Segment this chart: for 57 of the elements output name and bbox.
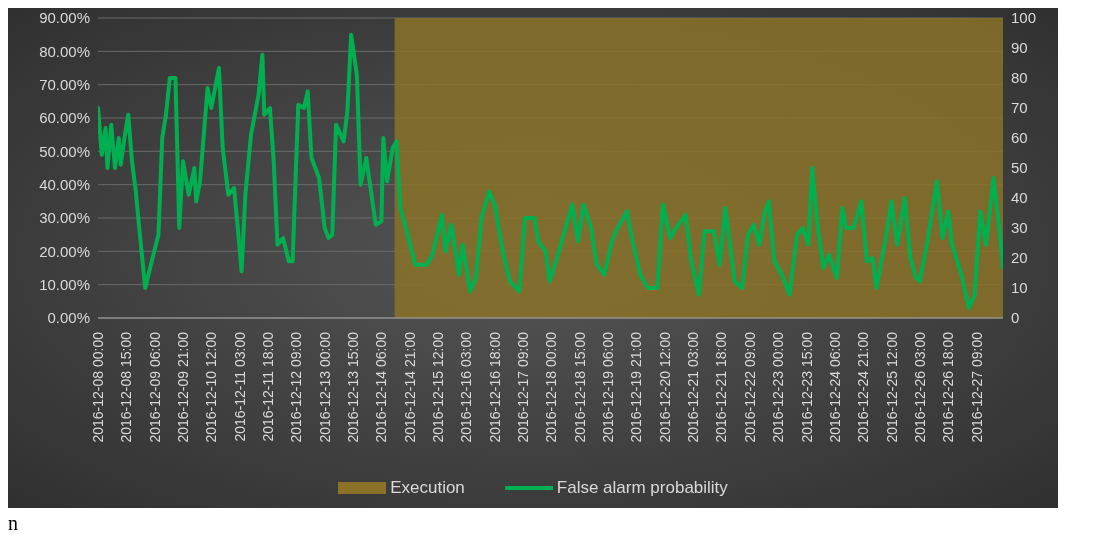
y-tick-label: 70.00% <box>39 75 90 93</box>
y2-tick-label: 40 <box>1011 189 1028 207</box>
x-tick-label: 2016-12-09 21:00 <box>175 331 192 443</box>
x-tick-label: 2016-12-21 18:00 <box>713 331 730 443</box>
legend-label: Execution <box>390 478 465 498</box>
x-tick-label: 2016-12-19 06:00 <box>600 331 617 443</box>
x-tick-label: 2016-12-11 03:00 <box>231 331 248 442</box>
x-tick-label: 2016-12-22 09:00 <box>741 331 758 443</box>
x-tick-label: 2016-12-13 00:00 <box>316 331 333 443</box>
y-tick-label: 20.00% <box>39 242 90 260</box>
x-tick-label: 2016-12-13 15:00 <box>345 331 362 443</box>
y2-tick-label: 10 <box>1011 279 1028 297</box>
x-tick-label: 2016-12-16 03:00 <box>458 331 475 443</box>
y-tick-label: 80.00% <box>39 42 90 60</box>
y-tick-label: 0.00% <box>47 309 90 327</box>
x-tick-label: 2016-12-11 18:00 <box>260 331 277 442</box>
x-tick-label: 2016-12-10 12:00 <box>203 331 220 443</box>
x-tick-label: 2016-12-18 00:00 <box>543 331 560 443</box>
x-tick-label: 2016-12-16 18:00 <box>486 331 503 443</box>
y2-tick-label: 100 <box>1011 9 1037 27</box>
y2-tick-label: 70 <box>1011 99 1028 117</box>
x-tick-label: 2016-12-24 21:00 <box>855 331 872 443</box>
y-tick-label: 10.00% <box>39 275 90 293</box>
x-tick-label: 2016-12-25 12:00 <box>883 331 900 443</box>
x-tick-label: 2016-12-24 06:00 <box>826 331 843 443</box>
x-tick-label: 2016-12-09 06:00 <box>146 331 163 443</box>
y2-tick-label: 20 <box>1011 249 1028 267</box>
x-tick-label: 2016-12-14 06:00 <box>373 331 390 443</box>
x-tick-label: 2016-12-26 03:00 <box>911 331 928 443</box>
x-tick-label: 2016-12-08 00:00 <box>90 331 106 443</box>
y2-tick-label: 60 <box>1011 129 1028 147</box>
y-tick-label: 40.00% <box>39 175 90 193</box>
line-series <box>98 32 1003 310</box>
x-tick-label: 2016-12-12 09:00 <box>288 331 305 443</box>
x-tick-label: 2016-12-18 15:00 <box>571 331 588 443</box>
y2-tick-label: 80 <box>1011 69 1028 87</box>
x-tick-label: 2016-12-14 21:00 <box>401 331 418 443</box>
x-tick-label: 2016-12-19 21:00 <box>628 331 645 443</box>
y2-tick-label: 0 <box>1011 309 1020 327</box>
y2-tick-label: 30 <box>1011 219 1028 237</box>
x-tick-label: 2016-12-21 03:00 <box>685 331 702 443</box>
text: n <box>8 512 18 535</box>
y2-tick-label: 50 <box>1011 159 1028 177</box>
x-tick-label: 2016-12-23 00:00 <box>770 331 787 443</box>
y2-tick-label: 90 <box>1011 39 1028 57</box>
x-tick-label: 2016-12-26 18:00 <box>940 331 957 443</box>
x-tick-label: 2016-12-23 15:00 <box>798 331 815 443</box>
y-tick-label: 50.00% <box>39 142 90 160</box>
y-tick-label: 90.00% <box>39 9 90 27</box>
x-tick-label: 2016-12-20 12:00 <box>656 331 673 443</box>
y-tick-label: 30.00% <box>39 209 90 227</box>
x-tick-label: 2016-12-08 15:00 <box>118 331 135 443</box>
y-tick-label: 60.00% <box>39 109 90 127</box>
legend-label: False alarm probability <box>556 478 728 498</box>
x-tick-label: 2016-12-15 12:00 <box>430 331 447 443</box>
x-tick-label: 2016-12-27 09:00 <box>968 331 985 443</box>
x-tick-label: 2016-12-17 09:00 <box>515 331 532 443</box>
